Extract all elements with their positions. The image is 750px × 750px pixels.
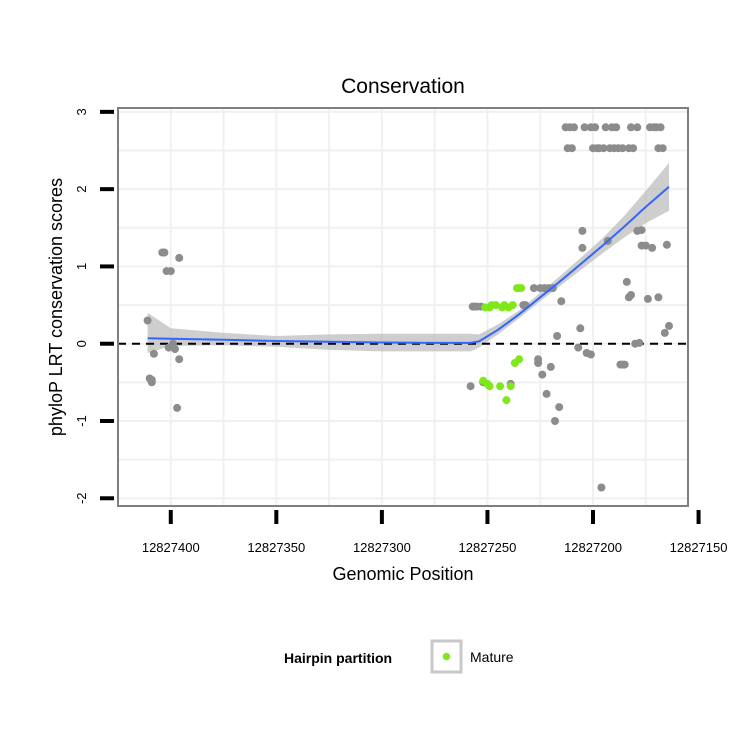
- other-point: [175, 253, 184, 262]
- legend-title: Hairpin partition: [284, 650, 392, 666]
- y-tick-label: -2: [74, 492, 89, 504]
- other-point: [660, 328, 669, 337]
- other-point: [591, 123, 600, 132]
- smooth-curve: [147, 186, 670, 344]
- other-point: [627, 123, 635, 132]
- other-point: [567, 144, 576, 153]
- other-point: [546, 362, 555, 371]
- y-tick-label: -1: [74, 415, 89, 427]
- other-point: [578, 226, 587, 235]
- mature-point: [515, 355, 524, 364]
- legend-label-mature: Mature: [470, 649, 514, 665]
- other-point: [171, 345, 179, 354]
- other-point: [143, 316, 152, 325]
- other-point: [658, 144, 667, 153]
- other-point: [574, 343, 583, 352]
- other-point: [173, 403, 182, 412]
- other-point: [618, 144, 627, 153]
- mature-point: [502, 396, 511, 405]
- other-point: [586, 350, 595, 359]
- other-point: [599, 144, 608, 153]
- x-tick-label: 12827350: [247, 540, 305, 555]
- other-point: [551, 417, 559, 425]
- smooth-line: [147, 186, 670, 344]
- other-point: [149, 349, 158, 358]
- other-point: [160, 248, 169, 257]
- y-tick-label: 2: [74, 186, 89, 193]
- other-point: [629, 144, 638, 153]
- confidence-ribbon: [147, 162, 670, 353]
- other-point: [166, 267, 175, 276]
- other-point: [529, 284, 538, 293]
- other-point: [576, 324, 585, 333]
- x-axis: 12827400 12827350 12827300 12827250 12827200…: [142, 510, 728, 555]
- other-point: [612, 123, 621, 132]
- other-point: [557, 297, 566, 306]
- x-tick-label: 12827400: [142, 540, 200, 555]
- y-tick-label: 0: [74, 340, 89, 347]
- other-point: [147, 376, 156, 384]
- other-point: [601, 123, 610, 132]
- legend-mature-marker: [442, 652, 451, 661]
- other-point: [637, 226, 646, 235]
- other-point: [578, 243, 587, 252]
- other-point: [555, 403, 564, 412]
- mature-point: [506, 382, 515, 391]
- other-point: [641, 241, 650, 250]
- panel-border: [117, 107, 689, 507]
- other-point: [648, 243, 657, 252]
- other-point: [175, 355, 184, 364]
- y-axis-title: phyloP LRT conservation scores: [46, 178, 66, 436]
- other-point: [466, 382, 475, 391]
- y-tick-label: 3: [74, 108, 89, 115]
- y-axis: -2 -1 0 1 2 3: [74, 108, 114, 504]
- other-point: [665, 321, 673, 330]
- x-tick-label: 12827250: [459, 540, 517, 555]
- y-tick-label: 1: [74, 263, 89, 270]
- plot-background: [118, 108, 688, 506]
- other-point: [620, 360, 629, 369]
- other-point: [622, 277, 631, 286]
- other-point: [633, 123, 642, 132]
- chart-title: Conservation: [341, 75, 465, 98]
- mature-point: [508, 301, 517, 310]
- other-point: [635, 338, 644, 347]
- other-point: [656, 123, 665, 132]
- other-point: [643, 294, 652, 303]
- mature-point: [517, 284, 526, 293]
- x-tick-label: 12827300: [353, 540, 411, 555]
- legend: Hairpin partition Mature: [284, 639, 514, 674]
- plot-panel: [117, 107, 689, 507]
- mature-point: [491, 301, 500, 310]
- x-tick-label: 12827150: [670, 540, 728, 555]
- other-point: [597, 483, 606, 492]
- other-point: [553, 332, 562, 340]
- mature-point: [496, 382, 505, 391]
- x-tick-label: 12827200: [564, 540, 622, 555]
- other-point: [627, 291, 635, 299]
- mature-point: [485, 382, 494, 391]
- other-point: [538, 370, 547, 379]
- other-point: [570, 123, 578, 132]
- grid-lines: [118, 108, 688, 506]
- other-point: [542, 389, 551, 398]
- other-point: [662, 240, 671, 249]
- ribbon-area: [147, 162, 670, 353]
- x-axis-title: Genomic Position: [332, 564, 473, 584]
- other-point: [534, 355, 543, 364]
- other-point: [580, 123, 589, 132]
- other-point: [654, 293, 663, 302]
